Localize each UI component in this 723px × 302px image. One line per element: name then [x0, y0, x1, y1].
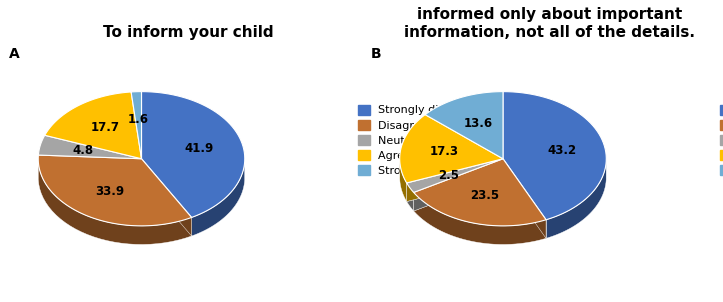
Polygon shape — [503, 92, 607, 220]
Polygon shape — [142, 159, 192, 236]
Polygon shape — [406, 159, 503, 201]
Polygon shape — [142, 159, 192, 236]
Polygon shape — [414, 159, 503, 211]
Polygon shape — [142, 92, 245, 217]
Polygon shape — [503, 159, 546, 238]
Title: To inform your child: To inform your child — [103, 25, 273, 40]
Text: A: A — [9, 47, 20, 61]
Polygon shape — [131, 92, 142, 159]
Text: 4.8: 4.8 — [72, 144, 93, 157]
Polygon shape — [400, 115, 503, 183]
Text: 43.2: 43.2 — [547, 144, 576, 157]
Legend: Strongly disagree %, Disagree %, Neutral %, Agree %, Strongly agree %: Strongly disagree %, Disagree %, Neutral… — [718, 102, 723, 178]
Polygon shape — [38, 135, 142, 159]
Text: 33.9: 33.9 — [95, 185, 124, 198]
Text: 1.6: 1.6 — [128, 113, 149, 126]
Text: B: B — [371, 47, 382, 61]
Text: 2.5: 2.5 — [438, 169, 460, 182]
Text: 13.6: 13.6 — [463, 117, 493, 130]
Polygon shape — [45, 92, 142, 159]
Polygon shape — [192, 162, 244, 236]
Polygon shape — [38, 155, 192, 226]
Polygon shape — [546, 161, 606, 238]
Text: 23.5: 23.5 — [470, 189, 500, 202]
Text: 17.7: 17.7 — [90, 121, 119, 134]
Polygon shape — [38, 161, 192, 244]
Polygon shape — [414, 192, 546, 244]
Legend: Strongly disagree %, Disagree %, Neutral %, Agree %, Strongly agree %: Strongly disagree %, Disagree %, Neutral… — [356, 102, 493, 178]
Text: 41.9: 41.9 — [185, 143, 214, 156]
Polygon shape — [425, 92, 503, 159]
Polygon shape — [414, 159, 546, 226]
Polygon shape — [503, 159, 546, 238]
Text: 17.3: 17.3 — [429, 146, 458, 159]
Polygon shape — [414, 159, 503, 211]
Polygon shape — [406, 183, 414, 211]
Title: informed only about important
information, not all of the details.: informed only about important informatio… — [404, 7, 695, 40]
Polygon shape — [406, 159, 503, 192]
Polygon shape — [406, 159, 503, 201]
Polygon shape — [400, 160, 406, 201]
